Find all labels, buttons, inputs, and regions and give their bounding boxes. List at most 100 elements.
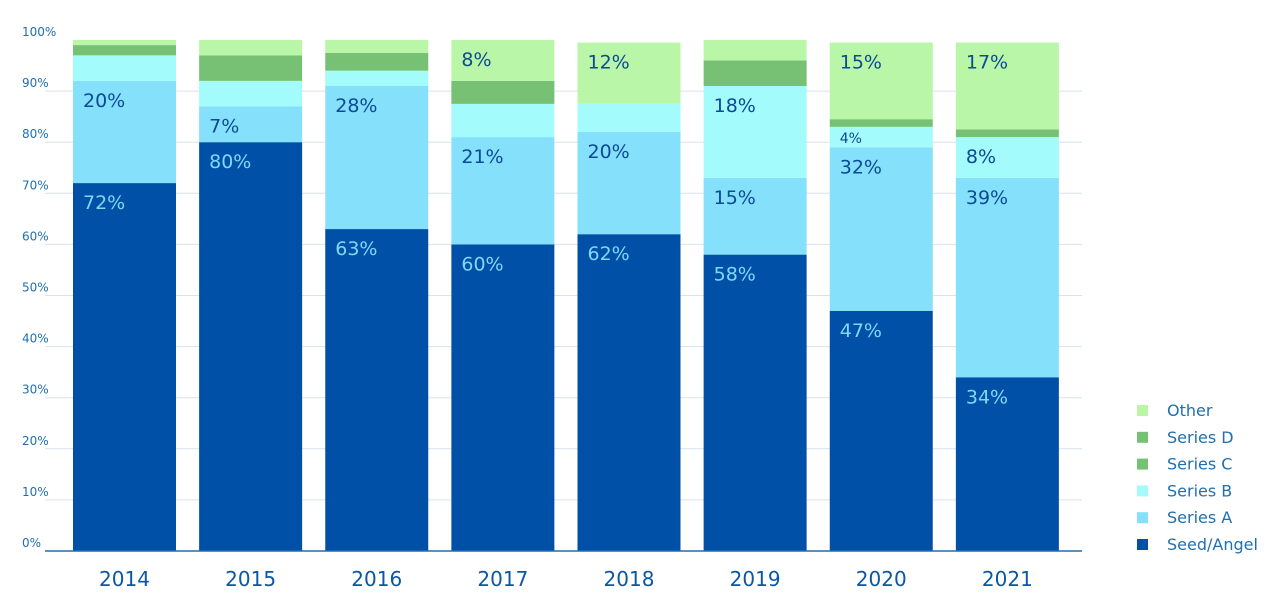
bar-segment [199,40,303,56]
data-label: 47% [840,320,882,342]
bar-segment [829,119,933,127]
legend-swatch [1137,405,1148,416]
data-label: 21% [461,146,503,168]
legend-swatch [1137,458,1148,470]
bar-segment [73,45,176,56]
bar-segment [829,42,933,120]
bar-segment [451,80,555,104]
bar-segment [955,177,1059,378]
bar-segment [73,55,176,81]
y-tick-label: 40% [22,332,49,346]
data-label: 8% [966,146,996,168]
data-label: 62% [588,243,630,265]
y-tick-label: 90% [22,76,49,90]
bar-segment [325,70,429,86]
y-tick-label: 0% [22,536,41,550]
data-label: 80% [209,151,251,173]
bar-segment [703,177,807,255]
legend-label: Series B [1167,481,1232,500]
legend-item: Series B [1137,481,1232,500]
bar-segment [577,42,681,104]
data-label: 34% [966,386,1008,408]
x-tick-label: 2015 [225,567,276,591]
bar-segment [955,377,1059,551]
y-tick-label: 80% [22,127,49,141]
data-label: 4% [840,131,862,147]
data-label: 18% [714,95,756,117]
bar-segment [451,244,555,551]
legend-label: Series A [1167,508,1232,527]
bar-segment [325,229,429,551]
bar-segment [325,40,429,53]
data-label: 63% [335,238,377,260]
bar-segment [199,80,303,107]
bar-segment [199,106,303,143]
bar-segment [955,129,1059,138]
bar-segment [829,310,933,551]
legend-label: Series D [1167,428,1234,447]
data-label: 60% [461,253,503,275]
data-label: 15% [840,52,882,74]
data-label: 15% [714,187,756,209]
data-label: 12% [588,52,630,74]
bars [73,40,1059,551]
data-label: 8% [461,49,491,71]
bar-segment [703,40,807,61]
bar-segment [199,142,303,551]
data-label: 20% [83,90,125,112]
y-tick-label: 10% [22,485,49,499]
data-label: 32% [840,156,882,178]
legend: Other Series D Series C Series B Series A See… [1137,401,1258,554]
bar-segment [703,85,807,178]
bar-segment [829,126,933,148]
data-label: 39% [966,187,1008,209]
bar-segment [451,137,555,245]
x-tick-label: 2017 [477,567,528,591]
data-label: 7% [209,115,239,137]
legend-item: Other [1137,401,1213,420]
x-tick-label: 2018 [604,567,655,591]
bar-segment [199,55,303,81]
y-tick-label: 60% [22,229,49,243]
bar-segment [703,254,807,551]
bar-segment [73,80,176,184]
data-label: 28% [335,95,377,117]
legend-item: Series D [1137,428,1234,447]
bar-segment [451,40,555,81]
x-tick-label: 2020 [856,567,907,591]
data-labels: 72% 20% 80% 7% 63% 28% 60% 21% 8% 62% 20% 12% 58% 15%… [83,49,1008,408]
legend-swatch [1137,485,1148,497]
data-label: 17% [966,52,1008,74]
bar-segment [829,147,933,311]
y-tick-label: 50% [22,281,49,295]
legend-swatch [1137,539,1148,550]
legend-item: Series A [1137,508,1232,527]
bar-segment [955,42,1059,130]
bar-segment [703,60,807,86]
bar-segment [325,85,429,230]
legend-item: Series C [1137,455,1232,474]
legend-swatch [1137,431,1148,443]
legend-item: Seed/Angel [1137,535,1258,554]
bar-segment [955,137,1059,178]
bar-segment [451,103,555,138]
bar-segment [73,40,176,46]
x-tick-label: 2021 [982,567,1033,591]
bar-segment [577,103,681,132]
y-tick-label: 70% [22,178,49,192]
x-tick-label: 2014 [99,567,150,591]
bar-segment [73,183,176,551]
legend-label: Other [1167,401,1213,420]
data-label: 58% [714,264,756,286]
data-label: 72% [83,192,125,214]
y-tick-label: 30% [22,383,49,397]
y-tick-label: 100% [22,25,56,39]
x-tick-label: 2019 [730,567,781,591]
legend-label: Seed/Angel [1167,535,1258,554]
bar-segment [577,234,681,551]
legend-swatch [1137,512,1148,524]
legend-label: Series C [1167,455,1232,474]
data-label: 20% [588,141,630,163]
x-tick-label: 2016 [351,567,402,591]
